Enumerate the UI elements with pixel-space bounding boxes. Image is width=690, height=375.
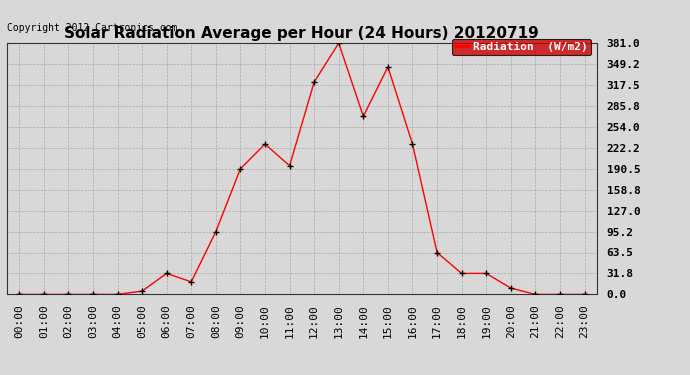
Title: Solar Radiation Average per Hour (24 Hours) 20120719: Solar Radiation Average per Hour (24 Hou… [64, 26, 540, 40]
Text: Copyright 2012 Cartronics.com: Copyright 2012 Cartronics.com [7, 23, 177, 33]
Legend: Radiation  (W/m2): Radiation (W/m2) [452, 39, 591, 56]
